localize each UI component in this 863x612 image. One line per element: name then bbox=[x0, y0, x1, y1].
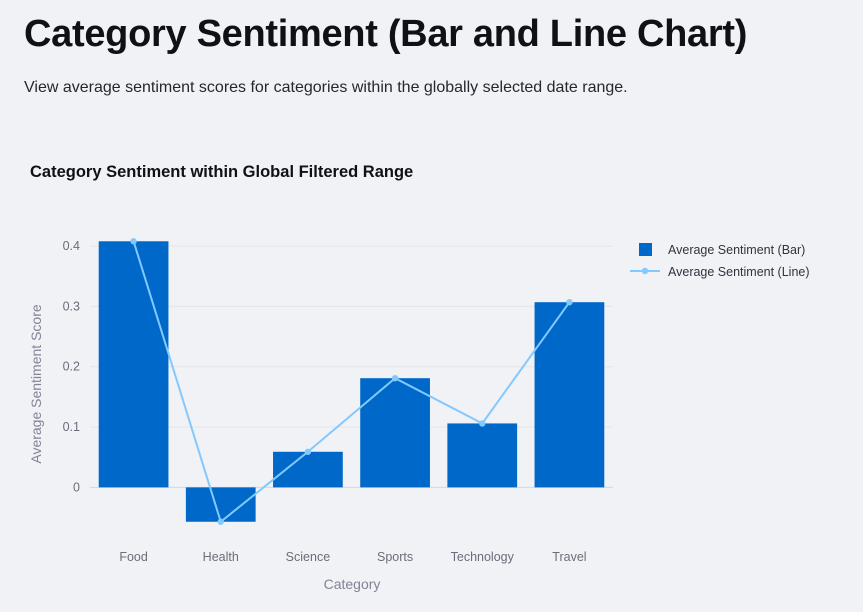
bar-sports[interactable] bbox=[360, 378, 430, 488]
bar-science[interactable] bbox=[273, 451, 343, 488]
chart-legend[interactable]: Average Sentiment (Bar) Average Sentimen… bbox=[630, 243, 810, 279]
bar-series bbox=[98, 241, 605, 522]
line-point-travel[interactable] bbox=[566, 298, 573, 306]
x-tick-label: Sports bbox=[377, 550, 413, 564]
y-tick-label: 0 bbox=[73, 480, 80, 494]
legend-item-line[interactable]: Average Sentiment (Line) bbox=[630, 265, 810, 279]
x-axis-title: Category bbox=[324, 576, 381, 592]
y-tick-label: 0.3 bbox=[63, 299, 80, 313]
line-point-food[interactable] bbox=[130, 238, 137, 245]
legend-item-bar[interactable]: Average Sentiment (Bar) bbox=[639, 243, 805, 257]
gridlines bbox=[90, 245, 613, 488]
line-point-health[interactable] bbox=[217, 518, 224, 525]
bar-food[interactable] bbox=[98, 241, 169, 488]
page-description: View average sentiment scores for catego… bbox=[24, 79, 628, 96]
x-tick-label: Travel bbox=[552, 550, 586, 564]
sentiment-line bbox=[132, 240, 571, 524]
legend-label-bar: Average Sentiment (Bar) bbox=[668, 243, 805, 257]
line-point-science[interactable] bbox=[304, 448, 312, 455]
x-tick-label: Science bbox=[286, 550, 331, 564]
legend-label-line: Average Sentiment (Line) bbox=[668, 265, 810, 279]
y-axis-title: Average Sentiment Score bbox=[28, 304, 44, 463]
line-point-technology[interactable] bbox=[479, 420, 486, 427]
bar-line-chart: Category Sentiment within Global Filtere… bbox=[28, 163, 810, 592]
page-title: Category Sentiment (Bar and Line Chart) bbox=[24, 13, 748, 55]
bar-technology[interactable] bbox=[447, 423, 518, 488]
x-tick-label: Health bbox=[203, 550, 239, 564]
y-tick-label: 0.2 bbox=[63, 360, 80, 374]
y-axis-ticks: 0 0.1 0.2 0.3 0.4 bbox=[63, 239, 80, 494]
x-tick-label: Technology bbox=[451, 550, 515, 564]
legend-bar-swatch bbox=[639, 243, 652, 256]
line-point-sports[interactable] bbox=[391, 374, 399, 382]
bar-health[interactable] bbox=[185, 487, 256, 522]
y-tick-label: 0.1 bbox=[63, 420, 80, 434]
x-tick-label: Food bbox=[119, 550, 148, 564]
line-series bbox=[130, 238, 573, 525]
y-tick-label: 0.4 bbox=[63, 239, 80, 253]
chart-title: Category Sentiment within Global Filtere… bbox=[30, 163, 413, 181]
x-axis-ticks: Food Health Science Sports Technology Travel bbox=[119, 550, 586, 564]
bar-travel[interactable] bbox=[534, 302, 605, 488]
legend-line-marker bbox=[641, 267, 649, 275]
